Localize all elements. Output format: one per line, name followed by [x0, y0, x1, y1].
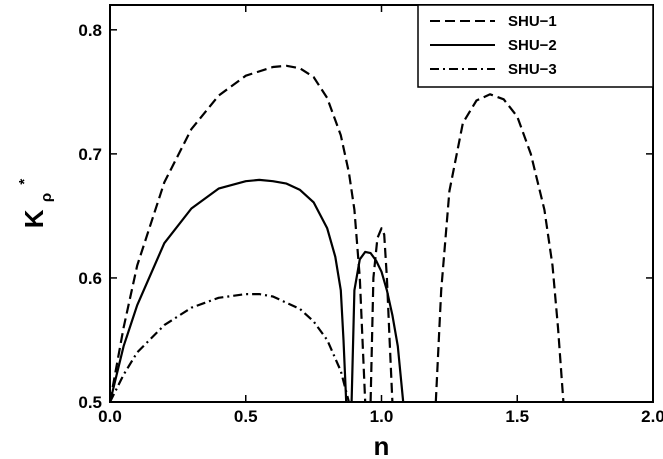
- y-tick-label-3: 0.7: [78, 145, 102, 164]
- y-tick-label-2: 0.6: [78, 269, 102, 288]
- series-line-3-segment-1: [109, 293, 350, 403]
- y-tick-label-1: 0.5: [78, 393, 102, 412]
- y-axis-label-superscript: *: [16, 179, 33, 185]
- legend-label-2: SHU−2: [508, 37, 557, 54]
- series-line-1-segment-2: [369, 227, 394, 403]
- x-axis-label: n: [374, 431, 390, 459]
- legend: SHU−1 SHU−2 SHU−3: [417, 4, 654, 88]
- y-tick-label-4: 0.8: [78, 21, 102, 40]
- y-axis-label: K ρ *: [16, 179, 57, 229]
- x-tick-label-5: 2.0: [641, 407, 663, 426]
- legend-label-3: SHU−3: [508, 61, 557, 78]
- series-line-1-segment-3: [434, 93, 565, 403]
- series-line-2-segment-2: [350, 250, 405, 403]
- legend-label-1: SHU−1: [508, 13, 557, 30]
- x-tick-label-1: 0.0: [98, 407, 122, 426]
- axis-labels: n K ρ *: [16, 179, 389, 459]
- ticks-layer: 0.0 0.5 1.0 1.5 2.00.50.60.70.8: [78, 5, 663, 426]
- series-layer: [108, 64, 565, 403]
- series-line-2-segment-1: [108, 178, 348, 403]
- series-line-1-segment-1: [108, 64, 367, 403]
- x-tick-label-3: 1.0: [370, 407, 394, 426]
- y-axis-label-main: K: [19, 209, 49, 228]
- x-tick-label-4: 1.5: [505, 407, 529, 426]
- y-axis-label-subscript: ρ: [38, 193, 55, 202]
- x-tick-label-2: 0.5: [234, 407, 258, 426]
